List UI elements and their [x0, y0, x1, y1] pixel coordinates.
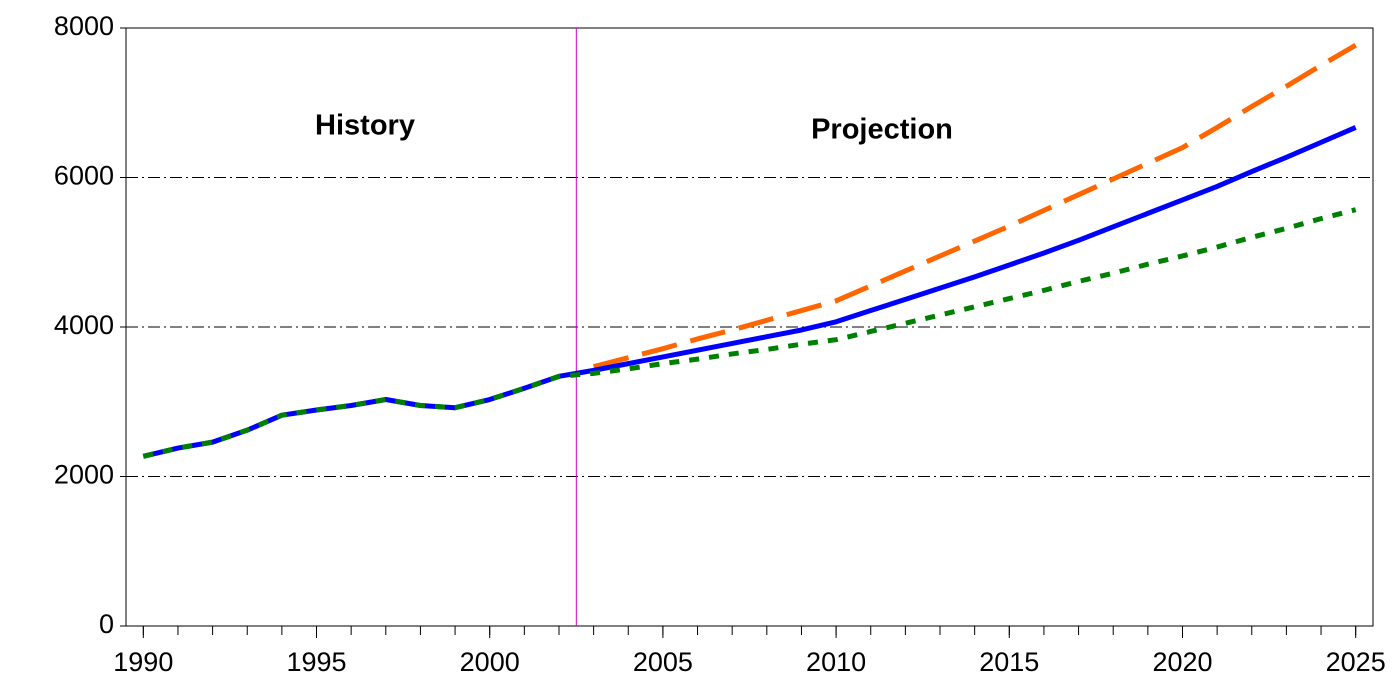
annotation: Projection	[811, 114, 953, 146]
y-tick-label: 2000	[54, 460, 114, 490]
x-tick-label: 2010	[806, 647, 866, 677]
series-line	[142, 207, 1357, 459]
series-line	[592, 43, 1357, 370]
x-tick-label: 1990	[113, 647, 173, 677]
x-tick-label: 2015	[979, 647, 1039, 677]
x-tick-label: 2005	[633, 647, 693, 677]
y-tick-label: 0	[99, 609, 114, 639]
x-tick-label: 2000	[460, 647, 520, 677]
annotation: History	[315, 110, 415, 142]
y-tick-label: 6000	[54, 161, 114, 191]
x-tick-label: 1995	[286, 647, 346, 677]
x-tick-label: 2025	[1326, 647, 1386, 677]
y-tick-label: 8000	[54, 11, 114, 41]
y-tick-label: 4000	[54, 310, 114, 340]
x-tick-label: 2020	[1152, 647, 1212, 677]
